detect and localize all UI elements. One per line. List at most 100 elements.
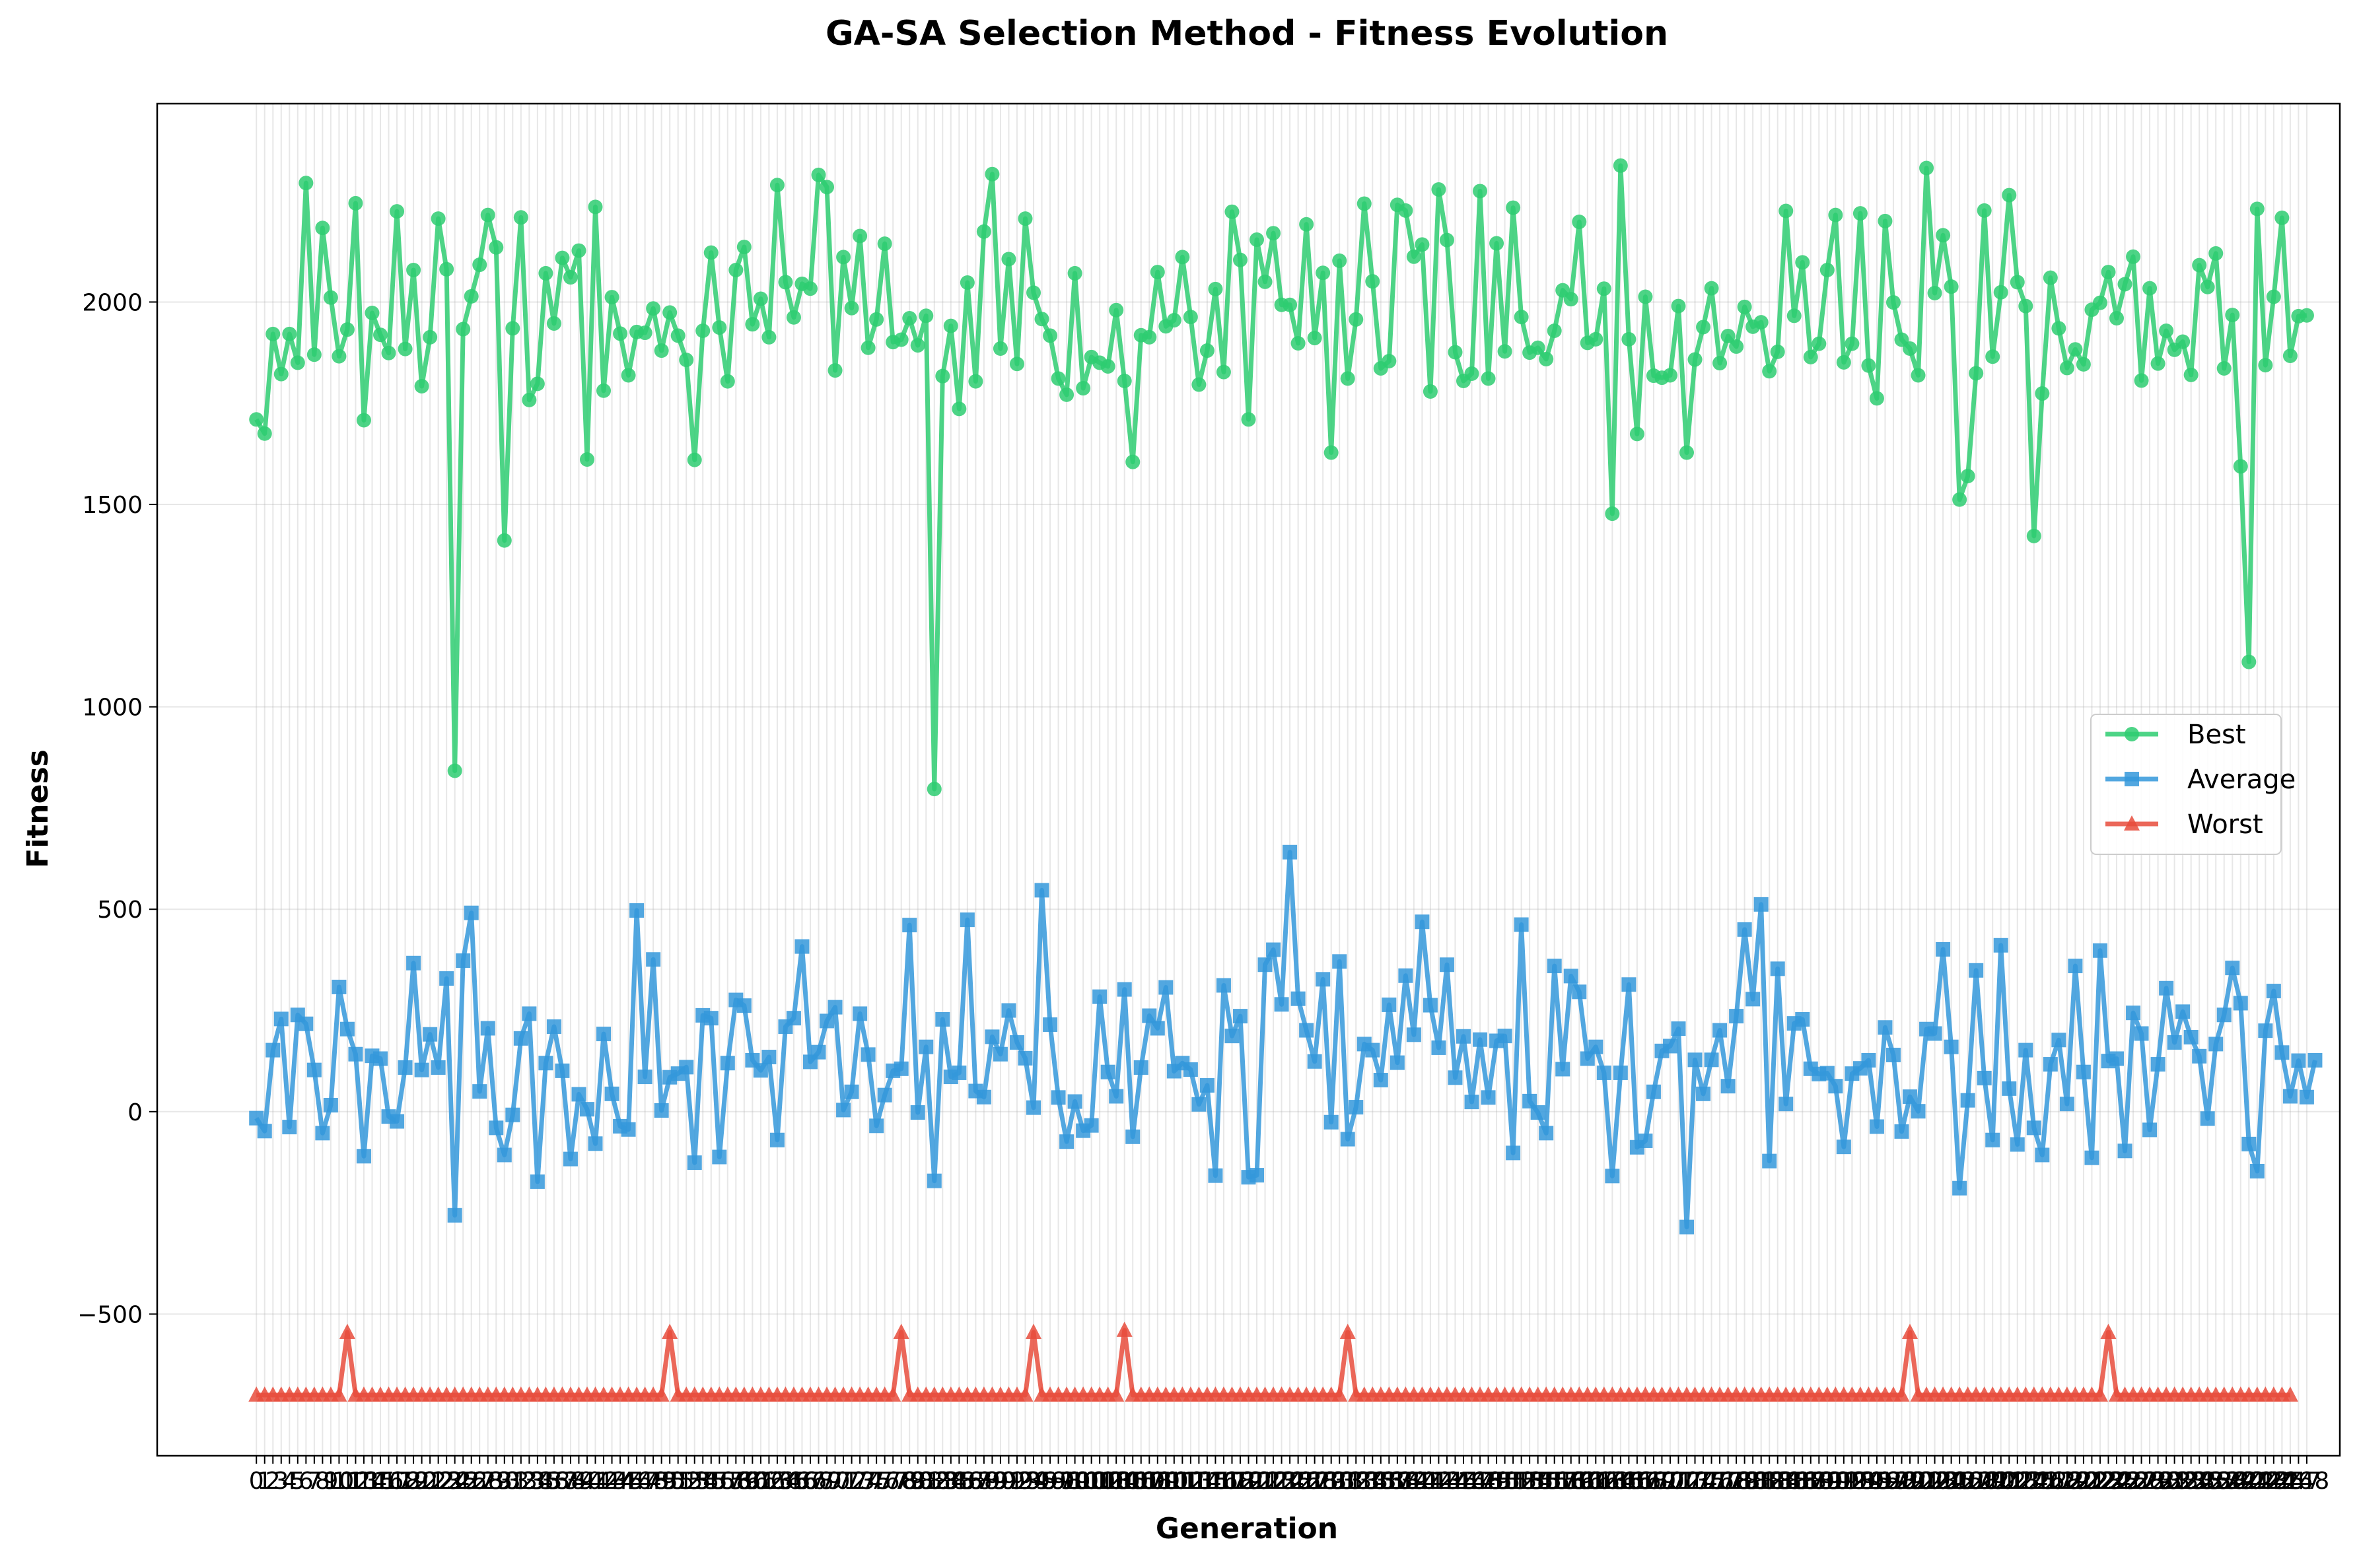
x-tick-label: 5 — [290, 1468, 305, 1495]
average-point — [646, 952, 661, 967]
x-tick-label: 73 — [845, 1468, 875, 1495]
average-point — [1423, 998, 1438, 1013]
best-point — [1985, 349, 2000, 364]
worst-point — [1108, 1386, 1125, 1402]
best-point — [2192, 257, 2207, 273]
best-point — [1885, 295, 1901, 310]
x-tick-label: 235 — [2177, 1468, 2222, 1495]
x-tick-label: 161 — [1565, 1468, 1610, 1495]
x-tick-label: 166 — [1606, 1468, 1652, 1495]
average-point — [1679, 1219, 1695, 1235]
best-point — [1919, 160, 1934, 176]
average-point — [736, 998, 752, 1013]
x-tick-label: 94 — [1018, 1468, 1049, 1495]
x-tick-label: 146 — [1441, 1468, 1487, 1495]
x-tick-label: 65 — [779, 1468, 809, 1495]
best-point — [1257, 274, 1273, 289]
best-point — [853, 228, 868, 244]
best-point — [1166, 313, 1181, 328]
x-tick-label: 237 — [2193, 1468, 2239, 1495]
average-point — [265, 1042, 281, 1058]
average-point — [1977, 1070, 1992, 1085]
best-point — [2092, 295, 2107, 310]
best-point — [861, 340, 876, 355]
x-tick-label: 225 — [2094, 1468, 2140, 1495]
best-point — [2249, 201, 2265, 217]
x-tick-label: 32 — [506, 1468, 536, 1495]
best-point — [2051, 321, 2066, 336]
average-point — [464, 905, 479, 920]
average-point — [1059, 1134, 1074, 1149]
series-layer — [248, 158, 2323, 1402]
x-tick-label: 28 — [473, 1468, 503, 1495]
worst-series — [248, 1321, 2298, 1402]
best-point — [919, 308, 934, 324]
x-tick-label: 42 — [588, 1468, 619, 1495]
best-point — [1720, 328, 1736, 343]
best-point — [2183, 367, 2199, 382]
best-point — [323, 290, 338, 305]
x-tick-label: 153 — [1498, 1468, 1544, 1495]
x-tick-label: 98 — [1051, 1468, 1082, 1495]
average-point — [323, 1097, 338, 1112]
best-point — [1547, 323, 1562, 338]
average-point — [1720, 1079, 1736, 1094]
x-tick-label: 33 — [514, 1468, 544, 1495]
best-point — [1001, 252, 1016, 267]
average-point — [1539, 1126, 1554, 1141]
worst-point — [662, 1323, 678, 1339]
x-tick-label: 14 — [357, 1468, 388, 1495]
best-point — [2258, 358, 2273, 373]
best-point — [2200, 279, 2215, 294]
best-point — [869, 312, 884, 327]
best-point — [761, 329, 777, 345]
x-tick-label: 87 — [960, 1468, 991, 1495]
average-point — [1861, 1052, 1876, 1068]
x-tick-label: 75 — [861, 1468, 892, 1495]
best-point — [654, 343, 669, 358]
x-tick-label: 148 — [1458, 1468, 1503, 1495]
average-point — [423, 1027, 438, 1042]
average-point — [1043, 1017, 1058, 1032]
average-point — [1365, 1042, 1380, 1058]
average-point — [1051, 1090, 1066, 1105]
average-point — [1390, 1055, 1405, 1070]
best-point — [398, 341, 413, 357]
average-point — [960, 912, 975, 928]
x-tick-label: 37 — [547, 1468, 578, 1495]
average-point — [2266, 984, 2281, 999]
x-tick-label: 124 — [1259, 1468, 1304, 1495]
y-tick-label: 0 — [127, 1099, 143, 1126]
x-tick-label: 238 — [2201, 1468, 2247, 1495]
average-point — [588, 1136, 603, 1151]
best-point — [1216, 364, 1231, 380]
best-point — [786, 310, 801, 325]
x-tick-label: 101 — [1069, 1468, 1114, 1495]
average-point — [844, 1084, 859, 1099]
best-point — [1323, 445, 1339, 460]
worst-point — [2282, 1386, 2298, 1402]
average-point — [1448, 1070, 1463, 1085]
x-tick-label: 195 — [1846, 1468, 1891, 1495]
average-point — [629, 903, 645, 918]
x-tick-label: 116 — [1193, 1468, 1238, 1495]
best-point — [1638, 289, 1653, 304]
average-point — [1878, 1020, 1893, 1035]
y-axis-label: Fitness — [21, 749, 55, 868]
best-point — [1365, 274, 1380, 289]
average-point — [1687, 1052, 1703, 1068]
best-point — [968, 374, 983, 389]
best-point — [993, 341, 1008, 356]
best-point — [273, 366, 289, 382]
x-tick-label: 182 — [1738, 1468, 1784, 1495]
y-tick-label: 500 — [97, 897, 143, 924]
x-tick-label: 126 — [1275, 1468, 1321, 1495]
average-point — [786, 1011, 801, 1026]
x-tick-label: 226 — [2102, 1468, 2148, 1495]
x-tick-label: 16 — [374, 1468, 404, 1495]
x-tick-label: 88 — [969, 1468, 999, 1495]
average-point — [489, 1120, 504, 1136]
average-point — [1340, 1132, 1355, 1147]
average-point — [414, 1062, 429, 1077]
average-point — [820, 1013, 835, 1029]
